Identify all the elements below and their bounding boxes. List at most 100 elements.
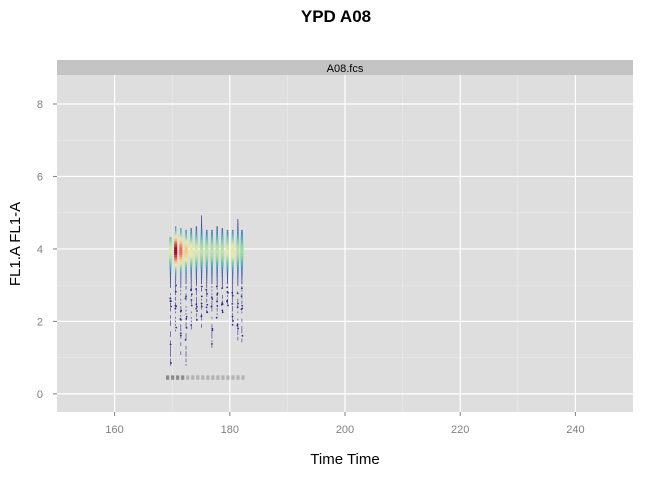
data-point: [200, 267, 203, 270]
data-point: [216, 278, 218, 281]
data-point: [241, 289, 243, 292]
data-point: [216, 282, 218, 285]
data-point: [184, 253, 188, 256]
data-point: [200, 240, 203, 243]
data-point: [190, 269, 192, 272]
data-point: [200, 269, 203, 272]
data-point: [185, 335, 187, 337]
data-point: [175, 329, 176, 332]
data-point: [226, 275, 229, 278]
data-point: [241, 302, 243, 305]
data-point: [216, 292, 219, 295]
data-point: [190, 278, 192, 281]
data-point: [189, 244, 193, 247]
y-tick-label: 4: [37, 244, 43, 256]
data-point: [216, 313, 218, 316]
data-point: [240, 242, 244, 245]
data-point: [216, 233, 219, 236]
data-point: [174, 267, 177, 270]
data-point: [200, 285, 203, 288]
data-point: [184, 338, 187, 341]
data-point: [179, 267, 182, 270]
data-point: [185, 345, 187, 348]
data-point: [189, 260, 193, 263]
data-point: [195, 226, 197, 229]
data-point: [189, 240, 193, 243]
data-point: [227, 298, 228, 301]
data-point: [195, 264, 198, 267]
data-point: [184, 248, 188, 250]
data-point: [185, 315, 188, 318]
data-point: [210, 258, 214, 261]
data-point: [194, 253, 198, 256]
data-point: [196, 302, 197, 305]
data-point: [195, 258, 198, 261]
x-tick-label: 220: [451, 424, 469, 436]
data-point: [236, 240, 240, 243]
data-point: [211, 324, 213, 326]
data-point: [236, 235, 239, 238]
data-point: [201, 304, 202, 307]
data-point: [240, 266, 243, 268]
data-point: [226, 257, 229, 259]
data-point: [174, 304, 177, 307]
data-point: [226, 375, 230, 380]
data-point: [179, 249, 183, 252]
data-point: [205, 253, 209, 256]
data-point: [200, 246, 204, 249]
y-axis: 0 2 4 6 8: [37, 99, 57, 401]
data-point: [226, 238, 229, 241]
data-point: [170, 333, 171, 335]
data-point: [227, 295, 228, 297]
data-point: [240, 235, 243, 238]
data-point: [201, 289, 202, 292]
data-point: [180, 315, 182, 317]
data-point: [232, 277, 234, 279]
data-point: [180, 284, 182, 287]
data-point: [184, 264, 188, 267]
data-point: [232, 306, 233, 308]
data-point: [216, 271, 218, 274]
data-point: [206, 278, 208, 281]
data-point: [180, 273, 182, 276]
data-point: [240, 295, 243, 298]
data-point: [231, 262, 234, 265]
data-point: [175, 286, 176, 288]
data-point: [211, 229, 213, 232]
data-point: [185, 353, 187, 355]
data-point: [184, 240, 188, 243]
data-point: [231, 242, 235, 245]
data-point: [180, 344, 182, 346]
data-point: [231, 249, 235, 252]
data-point: [180, 324, 182, 326]
data-point: [169, 277, 171, 279]
data-point: [210, 260, 214, 263]
x-tick-label: 200: [336, 424, 354, 436]
data-point: [237, 329, 239, 332]
data-point: [169, 343, 172, 346]
data-point: [221, 375, 225, 380]
data-point: [216, 287, 218, 290]
data-point: [220, 249, 224, 252]
data-point: [200, 295, 203, 298]
data-point: [180, 277, 182, 279]
data-point: [216, 275, 218, 278]
data-point: [175, 324, 176, 326]
data-point: [241, 296, 243, 299]
data-point: [226, 233, 229, 236]
data-point: [180, 298, 182, 301]
data-point: [237, 231, 239, 234]
data-point: [206, 295, 208, 297]
data-point: [231, 267, 234, 270]
data-point: [231, 294, 234, 297]
data-point: [241, 229, 243, 232]
data-point: [205, 267, 208, 270]
data-point: [210, 244, 214, 247]
data-point: [215, 244, 219, 247]
data-point: [232, 287, 234, 290]
data-point: [220, 258, 224, 261]
data-point: [185, 298, 187, 301]
data-point: [185, 347, 187, 350]
data-point: [226, 231, 229, 234]
data-point: [170, 280, 171, 283]
